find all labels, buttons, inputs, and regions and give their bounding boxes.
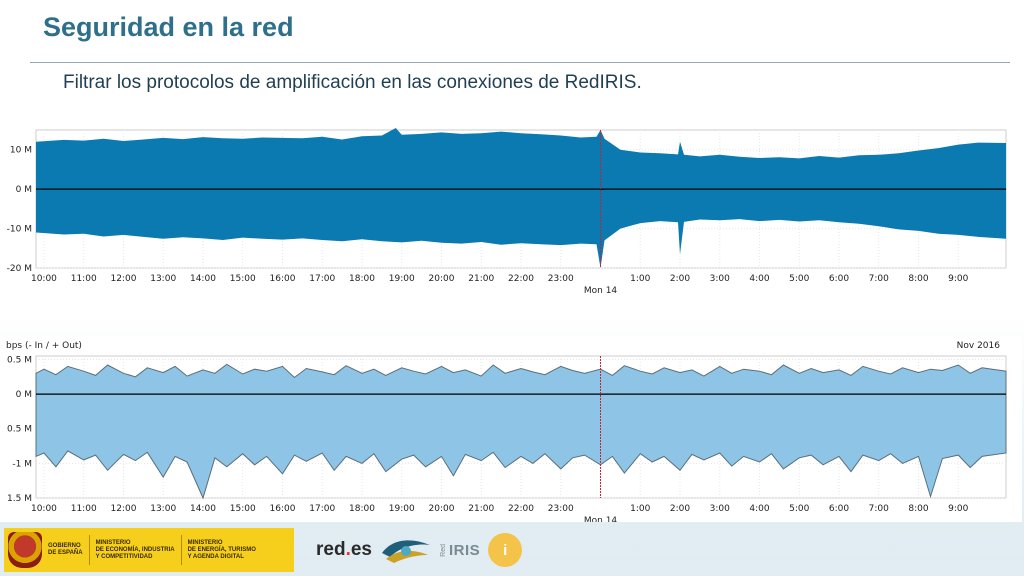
y-tick-label: 10 M (10, 146, 32, 156)
x-tick-label: 7:00 (869, 504, 889, 514)
x-tick-label: 10:00 (31, 274, 57, 284)
x-tick-label: 5:00 (789, 274, 809, 284)
x-tick-label: 7:00 (869, 274, 889, 284)
y-axis-label: bps (- In / + Out) (6, 341, 82, 351)
x-tick-label: 20:00 (429, 504, 455, 514)
x-tick-label: 19:00 (389, 274, 415, 284)
x-tick-label: 4:00 (749, 504, 769, 514)
x-tick-label: 20:00 (429, 274, 455, 284)
y-tick-label: 0 M (16, 185, 32, 195)
x-tick-label: 1:00 (630, 504, 650, 514)
x-tick-label: 17:00 (309, 274, 335, 284)
y-tick-label: 0 M (16, 390, 32, 400)
x-tick-label: 18:00 (349, 274, 375, 284)
x-tick-label: 23:00 (548, 504, 574, 514)
x-tick-label: 3:00 (710, 504, 730, 514)
x-tick-label: 9:00 (948, 504, 968, 514)
x-tick-label: 11:00 (71, 504, 97, 514)
x-tick-label: 13:00 (150, 274, 176, 284)
x-tick-label: 15:00 (230, 504, 256, 514)
x-tick-label: 5:00 (789, 504, 809, 514)
x-tick-label: 11:00 (71, 274, 97, 284)
x-tick-label: 23:00 (548, 274, 574, 284)
swoosh-logo-icon (382, 540, 430, 563)
chart-period-label: Nov 2016 (957, 341, 1001, 351)
red-es-dot: . (345, 539, 351, 560)
slide-subtitle: Filtrar los protocolos de amplificación … (63, 72, 642, 93)
x-tick-label: 19:00 (389, 504, 415, 514)
x-tick-label: 12:00 (110, 274, 136, 284)
total-traffic-chart-svg: 0.5 M 0 M 0.5 M -1 M 1.5 M10:00 11:00 12:00 13:… (6, 341, 1007, 522)
ntp-traffic-chart-svg: 10 M 0 M -10 M -20 M10:00 11:00 12:00 13:00 14:… (7, 128, 1007, 295)
x-tick-label: 9:00 (948, 274, 968, 284)
ntp-traffic-chart: 10 M 0 M -10 M -20 M 10:00 11:00 12:00 13:00 14:… (0, 105, 1010, 295)
x-tick-label: 2:00 (670, 274, 690, 284)
gobierno-de-espana-logo: GOBIERNO DE ESPAÑA MINISTERIO DE ECONOMÍ… (4, 528, 294, 572)
x-tick-label: 22:00 (508, 274, 534, 284)
series-area-out (35, 363, 1007, 395)
total-traffic-chart: 0.5 M 0 M 0.5 M -1 M 1.5 M 10:00 11:00 12:00 13:… (0, 336, 1022, 522)
x-tick-label: 14:00 (190, 274, 216, 284)
gov-segment-minetad: MINISTERIO DE ENERGÍA, TURISMO Y AGENDA … (180, 535, 262, 565)
red-es-suffix: es (350, 539, 372, 560)
series-area-out (36, 128, 1006, 190)
title-divider (30, 62, 1010, 63)
x-tick-label: 18:00 (349, 504, 375, 514)
x-tick-label: 14:00 (190, 504, 216, 514)
x-tick-label: 17:00 (309, 504, 335, 514)
x-tick-label: 16:00 (270, 504, 296, 514)
x-tick-label: 3:00 (710, 274, 730, 284)
rediris-iris-text: IRIS (449, 541, 481, 559)
y-tick-label: 0.5 M (7, 355, 32, 365)
x-tick-label: 4:00 (749, 274, 769, 284)
series-area-in (36, 189, 1006, 268)
x-tick-label: 6:00 (829, 504, 849, 514)
y-tick-label: -20 M (7, 264, 32, 274)
rediris-logo: Red IRIS (440, 542, 480, 559)
x-tick-label: 21:00 (468, 504, 494, 514)
x-tick-label: 6:00 (829, 274, 849, 284)
cert-logo-text: i (503, 541, 508, 559)
y-tick-label: 1.5 M (7, 494, 32, 504)
y-tick-label: -1 M (12, 459, 32, 469)
slide-title: Seguridad en la red (43, 12, 294, 42)
gov-segment-mineco: MINISTERIO DE ECONOMÍA, INDUSTRIA Y COMP… (88, 535, 181, 565)
day-marker-label: Mon 14 (584, 286, 618, 295)
x-tick-label: 12:00 (110, 504, 136, 514)
gov-segment-gobierno: GOBIERNO DE ESPAÑA (48, 543, 83, 556)
x-tick-label: 8:00 (908, 504, 928, 514)
x-tick-label: 15:00 (230, 274, 256, 284)
x-tick-label: 13:00 (150, 504, 176, 514)
y-tick-label: 0.5 M (7, 425, 32, 435)
coat-of-arms-icon (8, 532, 42, 568)
footer-logos: GOBIERNO DE ESPAÑA MINISTERIO DE ECONOMÍ… (0, 524, 1024, 576)
x-tick-label: 2:00 (670, 504, 690, 514)
certificate-logo-icon: i (488, 533, 523, 567)
series-area-in (35, 393, 1007, 500)
red-es-logo: red.es (316, 539, 372, 561)
day-marker-label: Mon 14 (584, 516, 618, 522)
x-tick-label: 16:00 (270, 274, 296, 284)
x-tick-label: 22:00 (508, 504, 534, 514)
red-es-text: red (316, 539, 346, 560)
rediris-red-text: Red (440, 543, 447, 557)
x-tick-label: 21:00 (468, 274, 494, 284)
x-tick-label: 1:00 (630, 274, 650, 284)
x-tick-label: 8:00 (908, 274, 928, 284)
y-tick-label: -10 M (7, 225, 32, 235)
x-tick-label: 10:00 (31, 504, 57, 514)
